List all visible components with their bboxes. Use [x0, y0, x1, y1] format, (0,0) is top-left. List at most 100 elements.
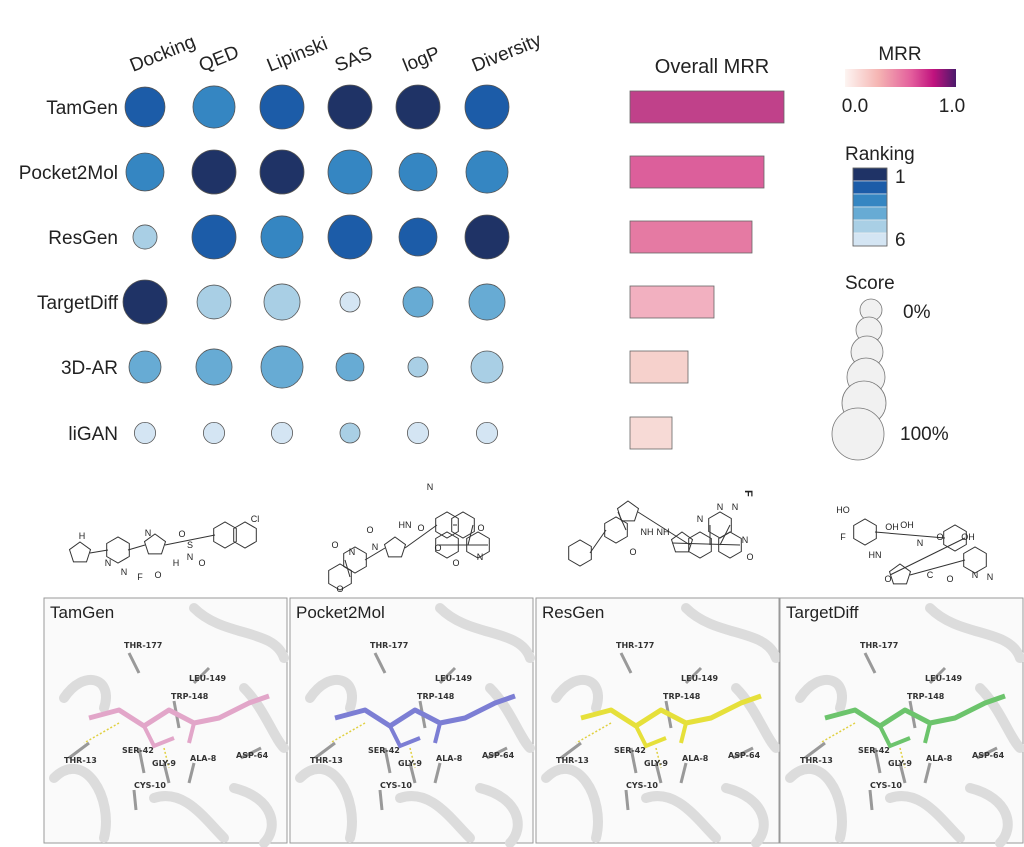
atom-label: O	[629, 547, 636, 557]
atom-label: N	[972, 570, 979, 580]
ranking-bottom-label: 6	[895, 230, 906, 251]
atom-label: N	[987, 572, 994, 582]
ranking-swatch-5	[852, 219, 888, 234]
bubble-liGAN-Docking	[133, 421, 156, 444]
ring	[383, 536, 407, 558]
residue-label: ALA-8	[436, 754, 463, 763]
bond	[127, 544, 146, 551]
residue-stick	[863, 652, 877, 674]
residue-stick	[624, 789, 630, 811]
atom-label: Cl	[251, 514, 260, 524]
atom-label: O	[946, 574, 953, 584]
panel-TargetDiff: THR-177 LEU-149 TRP-148 THR-13 SER-42 GLY-9 AL…	[779, 597, 1024, 847]
bond	[719, 524, 731, 546]
residue-label: THR-177	[124, 641, 162, 650]
overall-mrr-title: Overall MRR	[655, 56, 769, 78]
residue-stick	[433, 762, 442, 784]
residue-label: THR-13	[800, 756, 833, 765]
atom-label: OH	[885, 522, 899, 532]
atom-label: N	[732, 502, 739, 512]
residue-stick	[68, 741, 90, 760]
atom-label: C	[927, 570, 934, 580]
residue-stick	[408, 762, 417, 784]
bubble-ResGen-SAS	[327, 214, 373, 260]
panel-title: TargetDiff	[786, 603, 859, 622]
metric-label: Lipinski	[264, 33, 331, 76]
residue-label: THR-13	[64, 756, 97, 765]
residue-label: THR-177	[370, 641, 408, 650]
ring	[435, 511, 459, 539]
ligand-sticks	[634, 722, 688, 749]
atom-label: O	[366, 525, 373, 535]
bubble-TargetDiff-Lipinski	[263, 283, 301, 321]
atom-label: HO	[836, 505, 850, 515]
ring	[343, 546, 367, 574]
residue-label: CYS-10	[380, 781, 412, 790]
residue-label: ASP-64	[482, 751, 515, 760]
atom-label: HN	[399, 520, 412, 530]
atom-label: OH	[900, 520, 914, 530]
residue-label: LEU-149	[925, 674, 963, 683]
residue-stick	[373, 652, 387, 674]
residue-label: THR-177	[616, 641, 654, 650]
bubble-TargetDiff-QED	[196, 284, 232, 320]
panel-title: Pocket2Mol	[296, 603, 385, 622]
ranking-swatch-2	[852, 180, 888, 195]
ring	[943, 524, 967, 552]
residue-label: SER-42	[858, 746, 890, 755]
residue-stick	[873, 747, 882, 774]
panel-title: TamGen	[50, 603, 114, 622]
residue-label: SER-42	[368, 746, 400, 755]
atom-label: O	[198, 558, 205, 568]
bond	[909, 559, 966, 576]
hydrogen-bond	[329, 722, 416, 769]
protein-ribbon	[965, 783, 1013, 847]
bond	[164, 534, 216, 546]
ring	[68, 541, 92, 563]
ring	[466, 531, 490, 559]
atom-label: NH	[657, 527, 670, 537]
ring	[963, 546, 987, 574]
ring	[708, 511, 732, 539]
ranking-swatch-1	[852, 167, 888, 182]
ranking-swatch-4	[852, 206, 888, 221]
model-label: Pocket2Mol	[19, 163, 118, 184]
model-label: 3D-AR	[61, 358, 118, 379]
residue-label: ALA-8	[682, 754, 709, 763]
panel-Pocket2Mol: THR-177 LEU-149 TRP-148 THR-13 SER-42 GLY-9 AL…	[289, 597, 535, 847]
atom-label: N	[121, 567, 128, 577]
atom-label: S	[187, 540, 193, 550]
stray-f-label: F	[742, 490, 754, 497]
residue-stick	[192, 666, 211, 685]
residue-label: ASP-64	[972, 751, 1005, 760]
ring	[213, 521, 237, 549]
protein-ribbon	[435, 603, 535, 663]
panel-frame	[535, 597, 780, 844]
bubble-3D-AR-logP	[407, 356, 429, 378]
bubble-3D-AR-QED	[195, 348, 233, 386]
residue-stick	[654, 762, 663, 784]
residue-stick	[679, 762, 688, 784]
residue-label: THR-177	[860, 641, 898, 650]
bond	[874, 531, 946, 539]
bubble-ResGen-Docking	[132, 224, 158, 250]
residue-stick	[560, 741, 582, 760]
protein-ribbon	[295, 764, 357, 843]
bubble-liGAN-Diversity	[475, 421, 498, 444]
bond	[467, 524, 474, 546]
residue-label: ALA-8	[926, 754, 953, 763]
panel-frame	[43, 597, 288, 844]
bubble-ResGen-logP	[398, 217, 438, 257]
hydrogen-bond	[575, 722, 662, 769]
ranking-legend-title: Ranking	[845, 144, 915, 165]
atom-label: N	[697, 514, 704, 524]
residue-stick	[976, 746, 998, 760]
model-label: TargetDiff	[37, 293, 119, 314]
bubble-Pocket2Mol-logP	[398, 152, 438, 192]
protein-ribbon	[149, 791, 229, 843]
residue-label: GLY-9	[644, 759, 668, 768]
ligand-sticks	[388, 722, 442, 749]
ring	[853, 518, 877, 546]
mrr-bar-TargetDiff	[629, 285, 715, 319]
